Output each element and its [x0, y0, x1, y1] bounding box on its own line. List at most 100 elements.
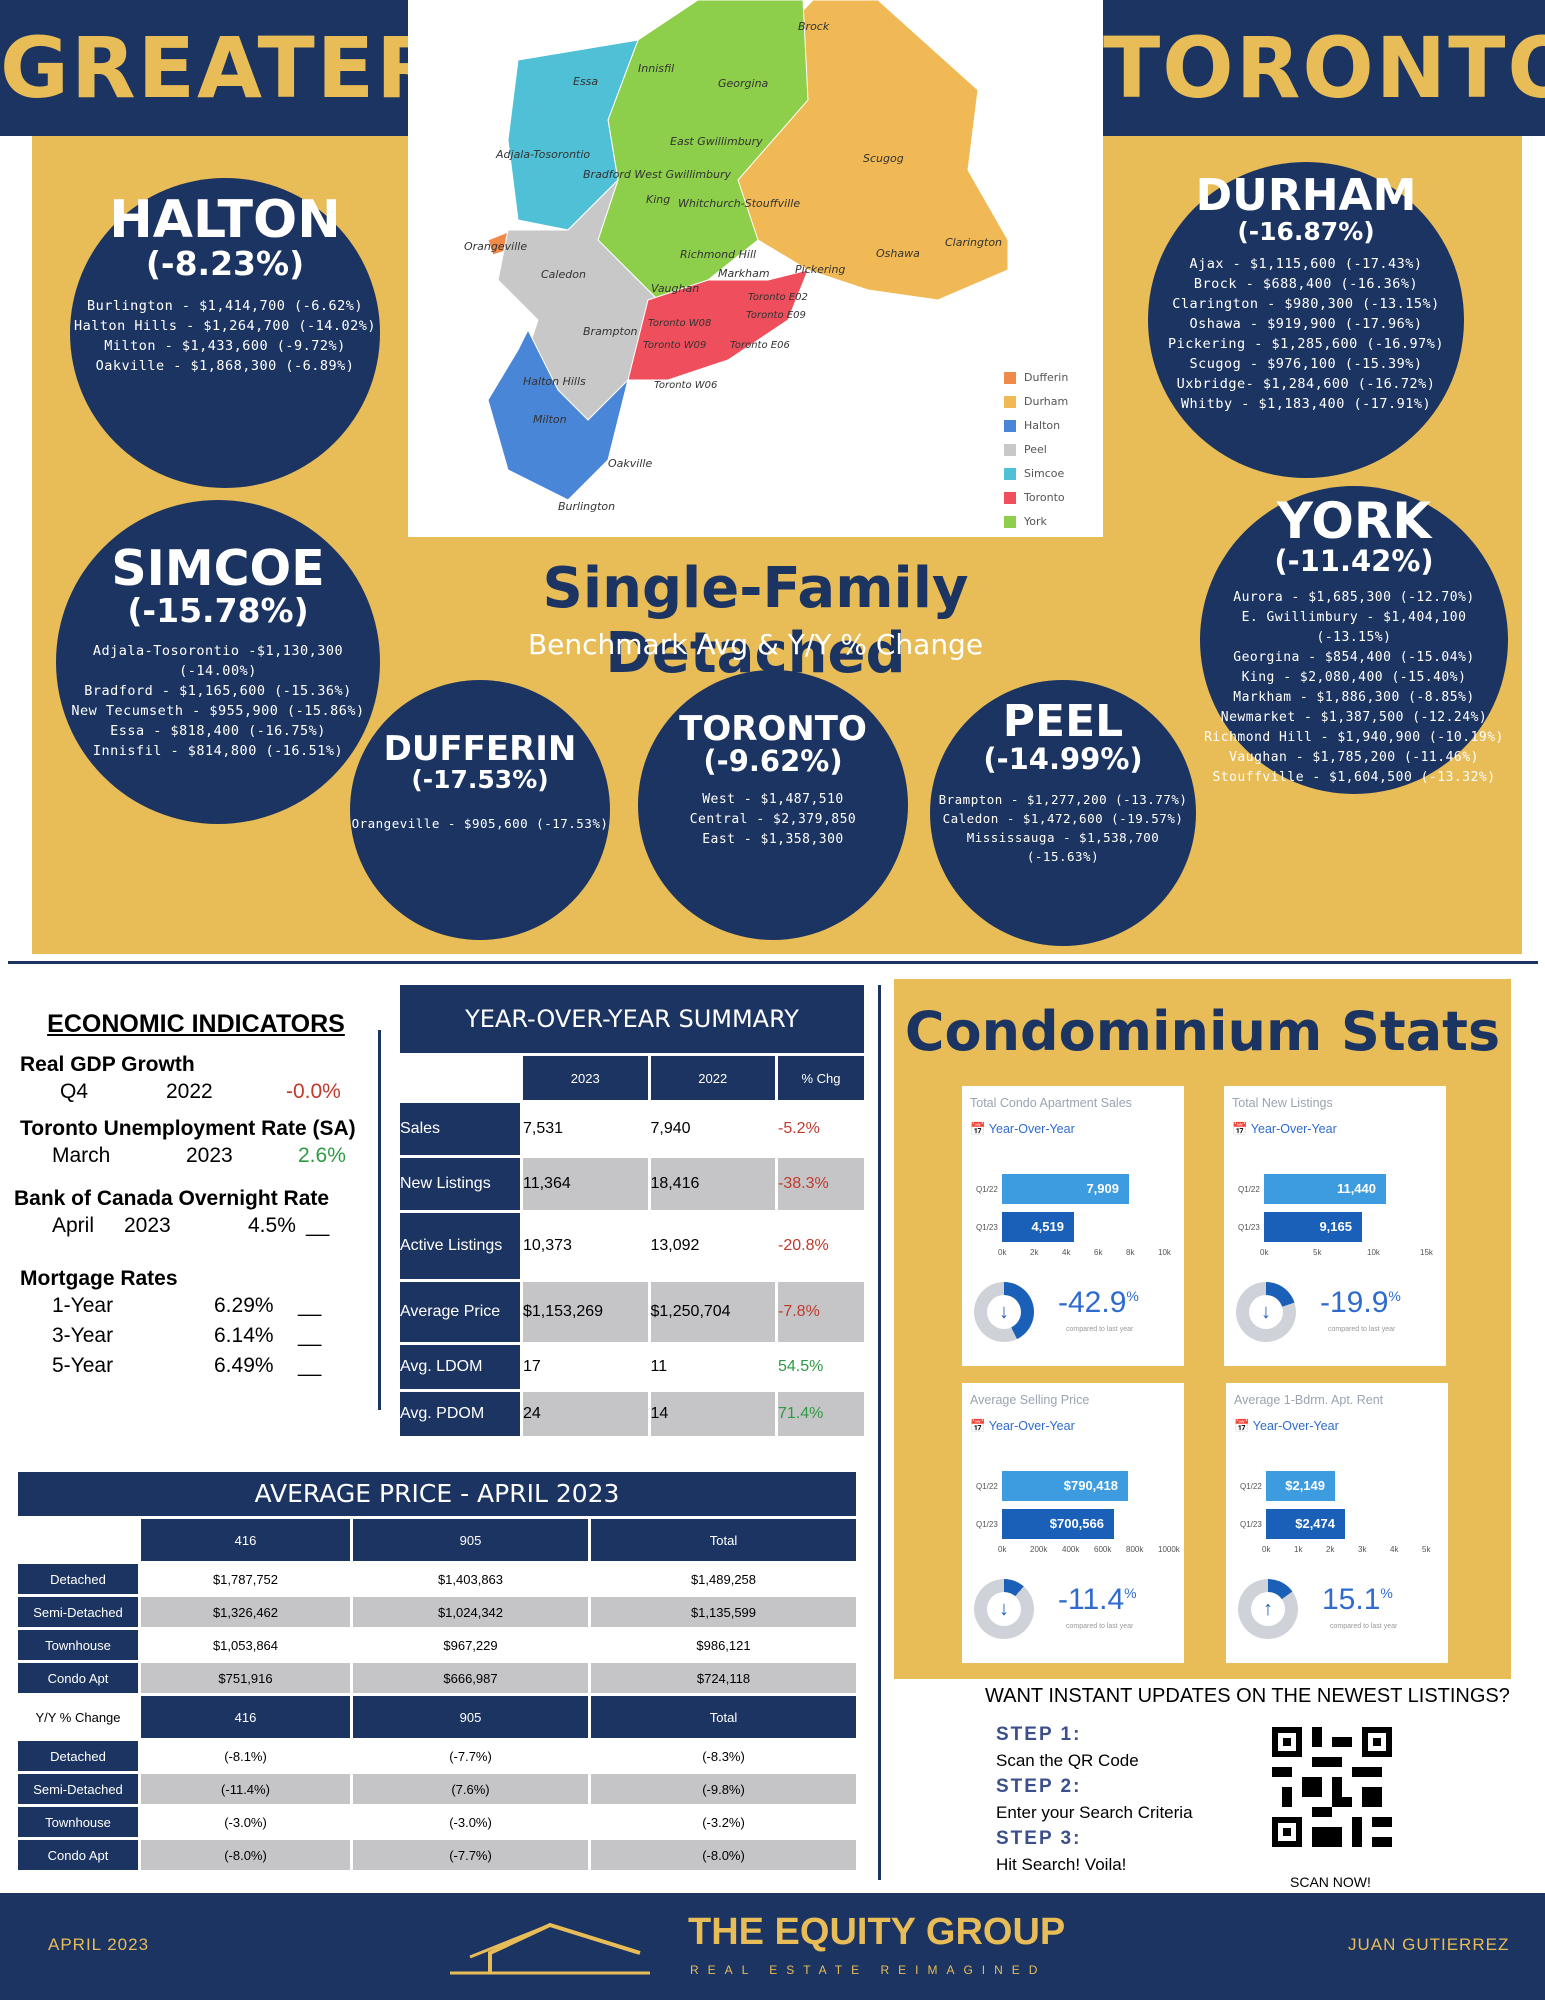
legend-swatch: [1004, 396, 1016, 408]
cta-steps: STEP 1: Scan the QR Code STEP 2: Enter y…: [996, 1722, 1193, 1878]
down-arrow-icon: ↓: [1236, 1282, 1296, 1342]
region-item: Essa - $818,400 (-16.75%): [110, 723, 326, 740]
yy-cell: (-8.1%): [141, 1741, 350, 1771]
region-item: Pickering - $1,285,600 (-16.97%): [1167, 335, 1445, 352]
yy-label: Y/Y % Change: [35, 1709, 121, 1725]
region-name: DUFFERIN: [383, 729, 577, 769]
yoy-row-label: Average Price: [400, 1282, 520, 1342]
yoy-col-header: 2022: [650, 1056, 775, 1100]
scan-now-label: SCAN NOW!: [1290, 1874, 1371, 1890]
bar-label: Q1/22: [1240, 1482, 1262, 1491]
card-title: Total Condo Apartment Sales: [970, 1096, 1132, 1110]
region-peel: PEEL (-14.99%) Brampton - $1,277,200 (-1…: [930, 680, 1196, 946]
axis-tick: 200k: [1030, 1545, 1048, 1554]
unemployment-label: Toronto Unemployment Rate (SA): [20, 1117, 356, 1140]
up-arrow-icon: ↑: [1238, 1579, 1298, 1639]
yy-cell: (-7.7%): [353, 1840, 588, 1870]
avg-header-row: 416 905 Total: [18, 1519, 856, 1561]
unemployment-period: March: [52, 1144, 111, 1167]
map-label: Richmond Hill: [680, 248, 757, 261]
region-item: Oshawa - $919,900 (-17.96%): [1189, 315, 1423, 332]
yoy-row-label: Sales: [400, 1103, 520, 1155]
yoy-cell: 24: [523, 1392, 648, 1436]
region-item: Markham - $1,886,300 (-8.85%): [1233, 689, 1475, 705]
yoy-cell: 18,416: [650, 1158, 775, 1210]
mortgage-rate: 6.29%: [214, 1294, 274, 1317]
axis-tick: 2k: [1030, 1248, 1039, 1257]
legend-swatch: [1004, 372, 1016, 384]
header-left: GREATER: [0, 0, 441, 136]
region-item: Oakville - $1,868,300 (-6.89%): [95, 358, 355, 375]
region-item: King - $2,080,400 (-15.40%): [1241, 669, 1467, 685]
footer-agent: JUAN GUTIERREZ: [1348, 1935, 1510, 1954]
axis-tick: 1k: [1294, 1545, 1303, 1554]
percent-change: 15.1%: [1322, 1583, 1393, 1617]
map-label: Oakville: [608, 457, 653, 470]
map-label: Whitchurch-Stouffville: [678, 197, 801, 210]
yoy-col-header: % Chg: [778, 1056, 864, 1100]
map-label: Brampton: [583, 325, 638, 338]
footer: APRIL 2023 THE EQUITY GROUP REAL ESTATE …: [0, 1893, 1545, 2000]
arrow-glyph: ↑: [1251, 1592, 1285, 1626]
gdp-value: -0.0%: [286, 1080, 341, 1103]
avg-cell: $1,326,462: [141, 1597, 350, 1627]
axis-tick: 8k: [1126, 1248, 1135, 1257]
bar: $790,418: [1002, 1471, 1128, 1501]
avg-cell: $1,024,342: [353, 1597, 588, 1627]
card-yoy-label: 📅 Year-Over-Year: [1232, 1122, 1337, 1136]
region-pct: (-15.78%): [127, 591, 309, 630]
percent-change: -42.9%: [1058, 1286, 1139, 1320]
footer-tagline: REAL ESTATE REIMAGINED: [690, 1963, 1047, 1977]
condo-card: Total New Listings 📅 Year-Over-Year Q1/22 1…: [1224, 1086, 1446, 1366]
region-name: SIMCOE: [111, 540, 325, 597]
bar-label: Q1/23: [976, 1520, 998, 1529]
avg-cell: $666,987: [353, 1663, 588, 1693]
avg-cell: $1,403,863: [353, 1564, 588, 1594]
econ-divider: [378, 1030, 381, 1410]
region-list: West - $1,487,510 Central - $2,379,850 E…: [690, 790, 857, 850]
axis-tick: 0k: [998, 1248, 1007, 1257]
percent-sign: %: [1388, 1288, 1401, 1304]
mortgage-term: 1-Year: [52, 1294, 114, 1317]
arrow-glyph: ↓: [987, 1295, 1021, 1329]
mortgage-trend: __: [298, 1354, 322, 1377]
region-item: Scugog - $976,100 (-15.39%): [1189, 355, 1423, 372]
yy-col-header: 416: [141, 1696, 350, 1738]
table-row: Avg. PDOM 24 14 71.4%: [400, 1392, 864, 1436]
gdp-year: 2022: [166, 1080, 213, 1103]
table-row: Townhouse $1,053,864 $967,229 $986,121: [18, 1630, 856, 1660]
arrow-glyph: ↓: [1249, 1295, 1283, 1329]
qr-code-icon[interactable]: [1272, 1727, 1392, 1847]
avg-price-title: AVERAGE PRICE - APRIL 2023: [18, 1472, 856, 1516]
region-name: TORONTO: [679, 709, 867, 749]
map-label: Caledon: [541, 268, 586, 281]
yy-cell: (-11.4%): [141, 1774, 350, 1804]
map-label: Georgina: [718, 77, 769, 90]
yoy-row-label: Avg. PDOM: [400, 1392, 520, 1436]
bar: $700,566: [1002, 1509, 1114, 1539]
avg-row-label: Townhouse: [18, 1630, 138, 1660]
mortgage-rate: 6.49%: [214, 1354, 274, 1377]
table-row: Condo Apt (-8.0%) (-7.7%) (-8.0%): [18, 1840, 856, 1870]
yoy-cell: $1,153,269: [523, 1282, 648, 1342]
yoy-cell: 11: [650, 1345, 775, 1389]
yy-row-label: Townhouse: [18, 1807, 138, 1837]
bar-label: Q1/23: [1238, 1223, 1260, 1232]
sfd-title: Single-Family Detached: [542, 556, 969, 686]
legend-item: Simcoe: [1004, 462, 1068, 486]
table-row: Detached (-8.1%) (-7.7%) (-8.3%): [18, 1741, 856, 1771]
region-toronto: TORONTO (-9.62%) West - $1,487,510 Centr…: [638, 670, 908, 940]
boc-period: April: [52, 1214, 95, 1237]
region-item: Caledon - $1,472,600 (-19.57%): [942, 810, 1184, 826]
avg-row-label: Detached: [18, 1564, 138, 1594]
legend-item: Durham: [1004, 390, 1068, 414]
legend-label: Simcoe: [1024, 467, 1065, 480]
condo-title: Condominium Stats: [904, 1000, 1501, 1063]
avg-cell: $751,916: [141, 1663, 350, 1693]
region-item: Vaughan - $1,785,200 (-11.46%): [1229, 749, 1479, 765]
map-label: King: [646, 193, 671, 206]
map-label: Toronto E02: [748, 292, 808, 303]
map-label: Oshawa: [876, 247, 920, 260]
region-halton: HALTON (-8.23%) Burlington - $1,414,700 …: [70, 178, 380, 488]
step-heading: STEP 1:: [996, 1724, 1082, 1745]
